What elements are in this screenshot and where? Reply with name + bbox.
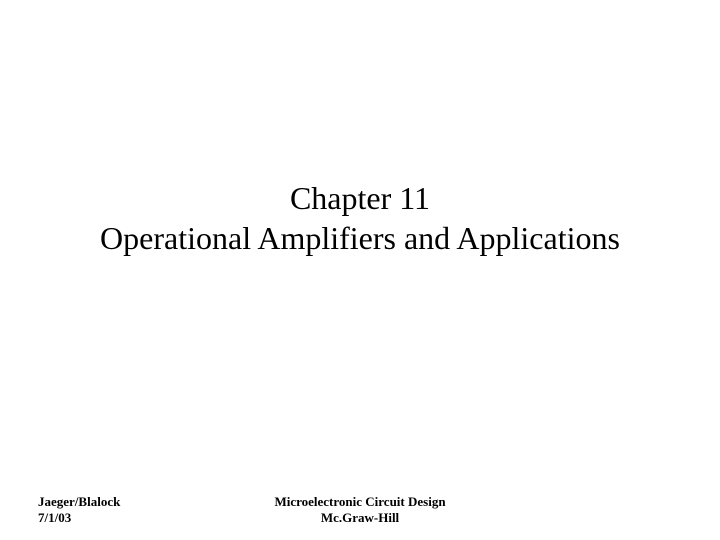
slide-title: Chapter 11 Operational Amplifiers and Ap… [0, 178, 720, 258]
title-line-2: Operational Amplifiers and Applications [0, 218, 720, 258]
title-line-1: Chapter 11 [0, 178, 720, 218]
footer-left-line-2: 7/1/03 [38, 510, 120, 526]
footer-left-line-1: Jaeger/Blalock [38, 494, 120, 510]
footer-left: Jaeger/Blalock 7/1/03 [38, 494, 120, 527]
